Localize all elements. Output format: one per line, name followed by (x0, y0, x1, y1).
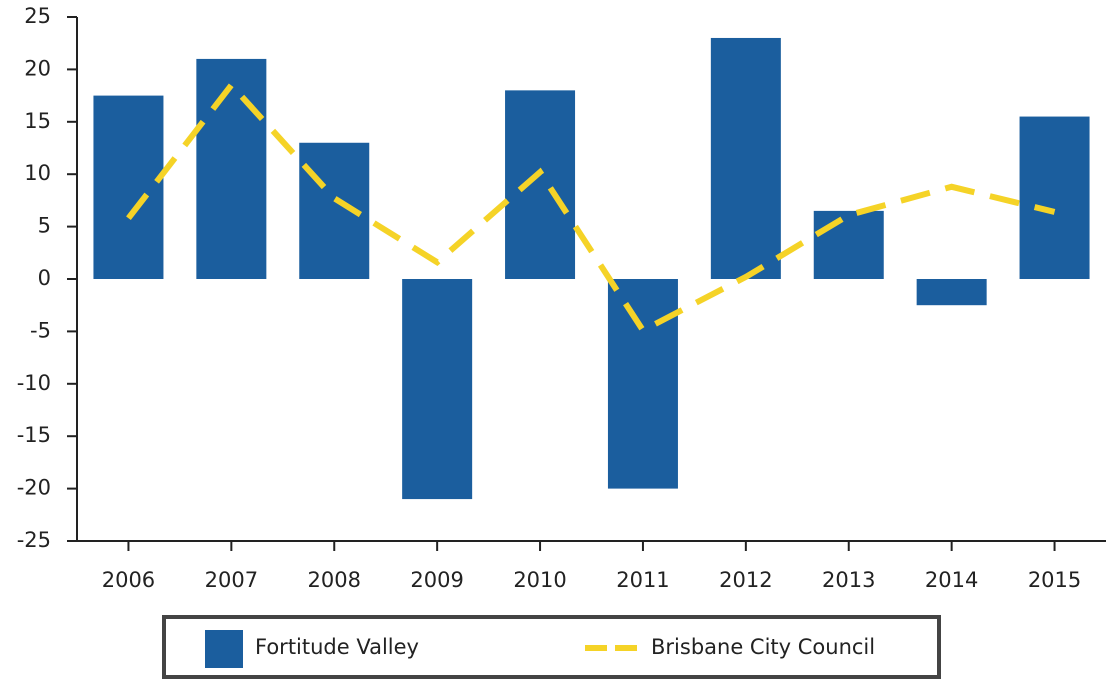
legend-swatch (205, 630, 243, 668)
bar (505, 90, 576, 279)
bar (710, 37, 781, 280)
legend-label: Fortitude Valley (255, 635, 419, 659)
x-tick-label: 2013 (822, 568, 875, 592)
y-tick-label: 5 (38, 214, 51, 238)
x-tick-label: 2012 (719, 568, 772, 592)
line (126, 80, 1056, 335)
x-tick-label: 2006 (102, 568, 155, 592)
x-tick-label: 2014 (925, 568, 978, 592)
y-tick-label: -20 (17, 476, 51, 500)
y-tick-label: 25 (24, 4, 51, 28)
legend-label: Brisbane City Council (651, 635, 875, 659)
bar (196, 58, 267, 279)
x-tick-label: 2010 (513, 568, 566, 592)
bar (93, 95, 164, 279)
x-tick-label: 2007 (205, 568, 258, 592)
y-tick-label: -25 (17, 528, 51, 552)
x-tick-label: 2015 (1028, 568, 1081, 592)
y-tick-label: -15 (17, 423, 51, 447)
legend-box (162, 615, 941, 679)
bar (402, 279, 473, 500)
bar (916, 279, 987, 306)
x-tick-label: 2009 (410, 568, 463, 592)
bar (1019, 116, 1090, 279)
x-tick-label: 2011 (616, 568, 669, 592)
bar (607, 279, 678, 489)
y-tick-label: 20 (24, 56, 51, 80)
y-tick-label: 0 (38, 266, 51, 290)
bar (813, 210, 884, 279)
y-tick-label: -10 (17, 371, 51, 395)
y-tick-label: 15 (24, 109, 51, 133)
y-tick-label: -5 (30, 318, 51, 342)
x-tick-label: 2008 (308, 568, 361, 592)
y-tick-label: 10 (24, 161, 51, 185)
